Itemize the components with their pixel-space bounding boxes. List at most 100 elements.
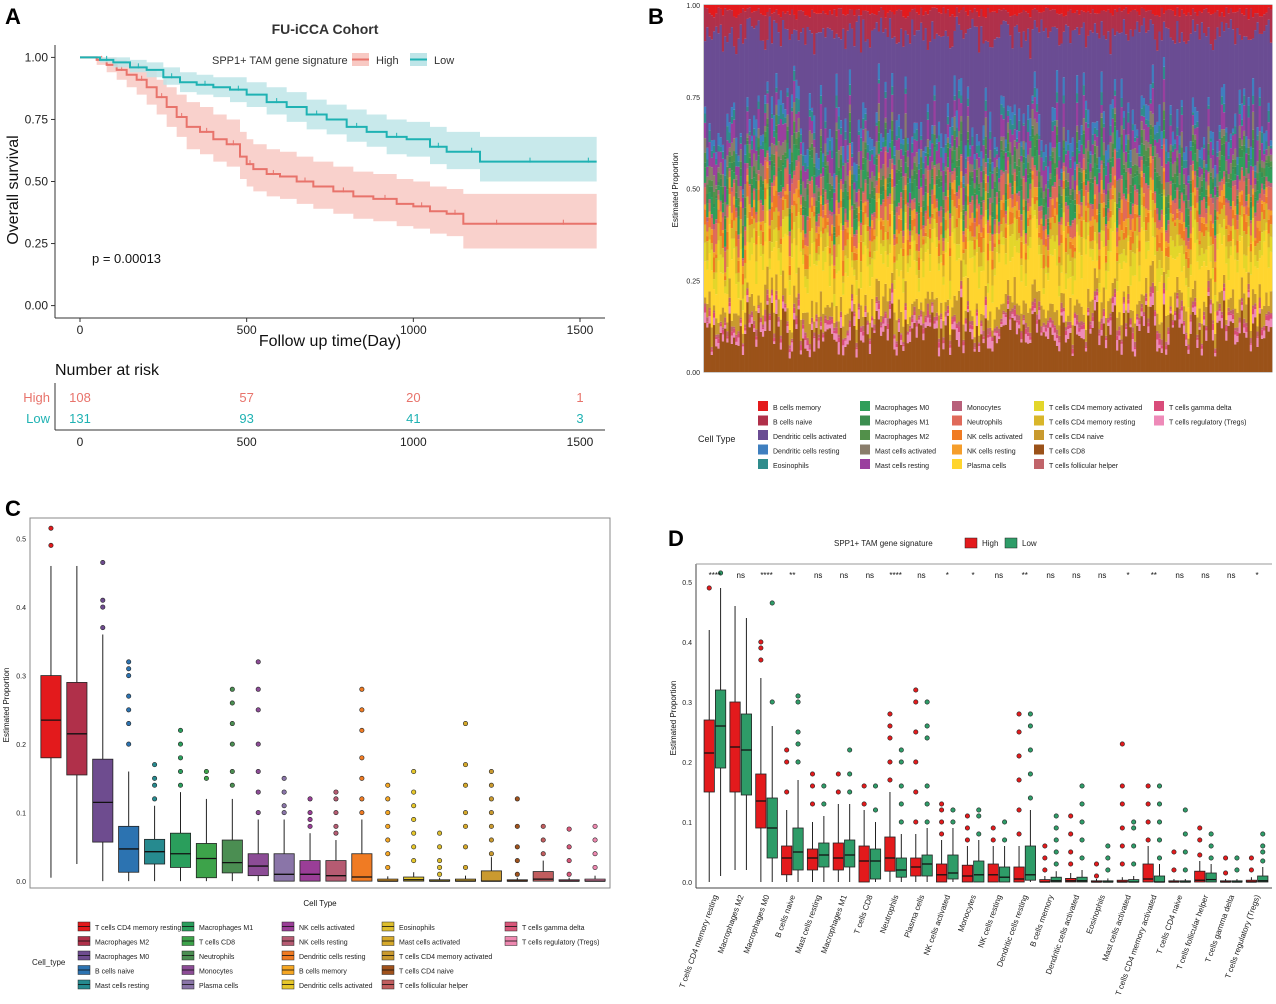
- stack-segment: [858, 152, 861, 166]
- stack-segment: [822, 28, 825, 153]
- stack-segment: [1165, 230, 1168, 232]
- stack-segment: [1076, 142, 1079, 148]
- stack-segment: [987, 328, 990, 335]
- stack-segment: [1172, 40, 1175, 132]
- stack-segment: [811, 111, 814, 121]
- stack-segment: [925, 153, 928, 156]
- stack-segment: [1002, 174, 1005, 195]
- stack-segment: [891, 141, 894, 159]
- stack-segment: [847, 222, 850, 228]
- stack-segment: [880, 168, 883, 180]
- stack-segment: [938, 271, 941, 316]
- stack-segment: [1029, 141, 1032, 148]
- stack-segment: [849, 171, 852, 186]
- stack-segment: [717, 195, 720, 200]
- stack-segment: [1002, 119, 1005, 137]
- stack-segment: [1096, 215, 1099, 223]
- stack-segment: [1096, 158, 1099, 165]
- stack-segment: [1192, 9, 1195, 20]
- stack-segment: [1118, 138, 1121, 150]
- stack-segment: [1002, 150, 1005, 155]
- stack-segment: [907, 272, 910, 324]
- stack-segment: [818, 176, 821, 188]
- stack-segment: [893, 210, 896, 215]
- stack-segment: [904, 173, 907, 176]
- stack-segment: [791, 341, 794, 343]
- stack-segment: [1172, 241, 1175, 259]
- stack-segment: [820, 317, 823, 322]
- stack-segment: [982, 139, 985, 145]
- stack-segment: [989, 348, 992, 372]
- stack-segment: [833, 214, 836, 227]
- stack-segment: [876, 219, 879, 237]
- stack-segment: [795, 274, 798, 298]
- stack-segment: [775, 274, 778, 291]
- stack-segment: [949, 236, 952, 248]
- stack-segment: [1118, 33, 1121, 137]
- stack-segment: [791, 111, 794, 135]
- stack-segment: [1121, 355, 1124, 372]
- stack-segment: [1089, 221, 1092, 226]
- stack-segment: [1198, 330, 1201, 372]
- stack-segment: [891, 159, 894, 164]
- stack-segment: [1116, 261, 1119, 281]
- stack-segment: [1094, 5, 1097, 13]
- stack-segment: [1098, 203, 1101, 211]
- stack-segment: [757, 296, 760, 306]
- stack-segment: [1034, 204, 1037, 210]
- stack-segment: [1016, 334, 1019, 372]
- stack-segment: [940, 158, 943, 172]
- stack-segment: [916, 320, 919, 322]
- stack-segment: [1011, 5, 1014, 16]
- stack-segment: [771, 251, 774, 277]
- stack-segment: [744, 296, 747, 313]
- stack-segment: [1065, 206, 1068, 226]
- stack-segment: [884, 207, 887, 233]
- stack-segment: [780, 336, 783, 339]
- stack-segment: [904, 303, 907, 306]
- stack-segment: [1040, 306, 1043, 327]
- stack-segment: [1043, 323, 1046, 326]
- stack-segment: [720, 322, 723, 324]
- stack-segment: [991, 217, 994, 234]
- stack-segment: [1054, 10, 1057, 27]
- stack-segment: [1145, 259, 1148, 278]
- stack-segment: [813, 322, 816, 333]
- stack-segment: [762, 141, 765, 149]
- stack-segment: [811, 198, 814, 205]
- stack-segment: [818, 14, 821, 33]
- stack-segment: [1009, 119, 1012, 129]
- stack-segment: [784, 234, 787, 288]
- stack-segment: [882, 226, 885, 241]
- stack-segment: [753, 153, 756, 166]
- stack-segment: [951, 216, 954, 232]
- stack-segment: [780, 238, 783, 244]
- stack-segment: [1112, 99, 1115, 108]
- stack-segment: [784, 194, 787, 199]
- stack-segment: [1116, 228, 1119, 232]
- stack-segment: [775, 241, 778, 274]
- stack-segment: [847, 191, 850, 195]
- stack-segment: [900, 231, 903, 248]
- stack-segment: [731, 124, 734, 143]
- stack-segment: [1047, 235, 1050, 238]
- stack-segment: [840, 159, 843, 168]
- stack-segment: [729, 148, 732, 152]
- stack-segment: [844, 229, 847, 246]
- stack-segment: [793, 194, 796, 201]
- stack-segment: [1054, 182, 1057, 187]
- stack-segment: [715, 219, 718, 223]
- stack-segment: [1009, 317, 1012, 320]
- stack-segment: [778, 157, 781, 168]
- stack-segment: [936, 179, 939, 184]
- stack-segment: [1020, 339, 1023, 342]
- stack-segment: [978, 247, 981, 267]
- stack-segment: [713, 318, 716, 325]
- stack-segment: [1176, 21, 1179, 109]
- stack-segment: [1112, 109, 1115, 119]
- stack-segment: [1083, 329, 1086, 339]
- stack-segment: [956, 17, 959, 111]
- stack-segment: [1065, 196, 1068, 202]
- stack-segment: [867, 202, 870, 218]
- stack-segment: [1085, 5, 1088, 13]
